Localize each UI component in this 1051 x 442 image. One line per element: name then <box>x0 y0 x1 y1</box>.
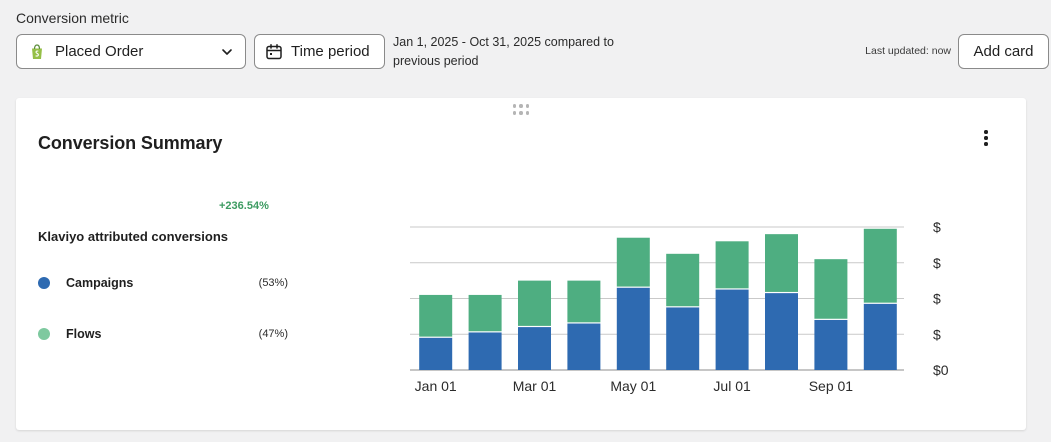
add-card-button[interactable]: Add card <box>958 34 1049 69</box>
bar-campaigns <box>468 332 502 370</box>
y-tick-label: $ <box>933 326 941 342</box>
time-period-label: Time period <box>291 43 370 60</box>
bar-campaigns <box>419 337 453 370</box>
bar-flows <box>765 234 798 292</box>
bar-flows <box>666 253 700 307</box>
bar-campaigns <box>567 323 601 370</box>
bar-campaigns <box>666 307 700 370</box>
bar-campaigns <box>765 293 798 370</box>
legend-flows-name: Flows <box>66 327 102 341</box>
x-tick-label: Jul 01 <box>713 378 751 394</box>
shopify-bag-icon <box>29 43 45 60</box>
x-tick-label: Sep 01 <box>809 378 854 394</box>
bar-campaigns <box>814 319 848 370</box>
y-tick-label: $ <box>933 255 941 271</box>
bar-flows <box>616 237 650 287</box>
change-percentage: +236.54% <box>219 200 269 212</box>
bar-flows <box>715 241 749 289</box>
conversion-metric-select[interactable]: Placed Order <box>16 34 246 69</box>
x-tick-label: Mar 01 <box>513 378 557 394</box>
legend-item-campaigns: Campaigns (53%) <box>38 276 288 290</box>
legend-item-flows: Flows (47%) <box>38 327 288 341</box>
time-period-button[interactable]: Time period <box>254 34 385 69</box>
bar-campaigns <box>715 289 749 370</box>
attributed-conversions-label: Klaviyo attributed conversions <box>38 229 228 244</box>
y-tick-label: $ <box>933 291 941 307</box>
bar-flows <box>814 259 848 319</box>
card-title: Conversion Summary <box>38 133 223 153</box>
bar-campaigns <box>616 287 650 370</box>
add-card-label: Add card <box>973 43 1034 60</box>
flows-dot-icon <box>38 328 50 340</box>
legend-flows-pct: (47%) <box>258 328 288 340</box>
conversion-metric-label: Conversion metric <box>16 10 129 26</box>
stacked-bar-chart: $0 $ $ $ $ Jan 01 Mar 01 May 01 Jul 01 Sep 01 <box>410 219 949 394</box>
bar-flows <box>863 228 897 303</box>
x-tick-label: Jan 01 <box>415 378 457 394</box>
bar-campaigns <box>863 303 897 370</box>
more-options-icon[interactable] <box>976 128 996 148</box>
legend-campaigns-pct: (53%) <box>258 277 288 289</box>
drag-handle-icon[interactable] <box>512 104 530 116</box>
y-tick-label: $ <box>933 219 941 235</box>
selected-metric-value: Placed Order <box>55 43 144 60</box>
bar-flows <box>567 280 601 323</box>
calendar-icon <box>265 43 283 61</box>
bar-flows <box>419 294 453 337</box>
bar-flows <box>468 294 502 332</box>
bar-flows <box>518 280 551 326</box>
bar-campaigns <box>518 327 551 370</box>
campaigns-dot-icon <box>38 277 50 289</box>
last-updated-text: Last updated: now <box>865 45 951 57</box>
y-tick-label: $0 <box>933 362 949 378</box>
date-range-text: Jan 1, 2025 - Oct 31, 2025 compared to p… <box>393 35 614 68</box>
conversion-summary-card: Conversion Summary +236.54% Klaviyo attr… <box>16 98 1026 430</box>
chevron-down-icon <box>221 46 233 58</box>
x-tick-label: May 01 <box>610 378 656 394</box>
legend-campaigns-name: Campaigns <box>66 276 134 290</box>
